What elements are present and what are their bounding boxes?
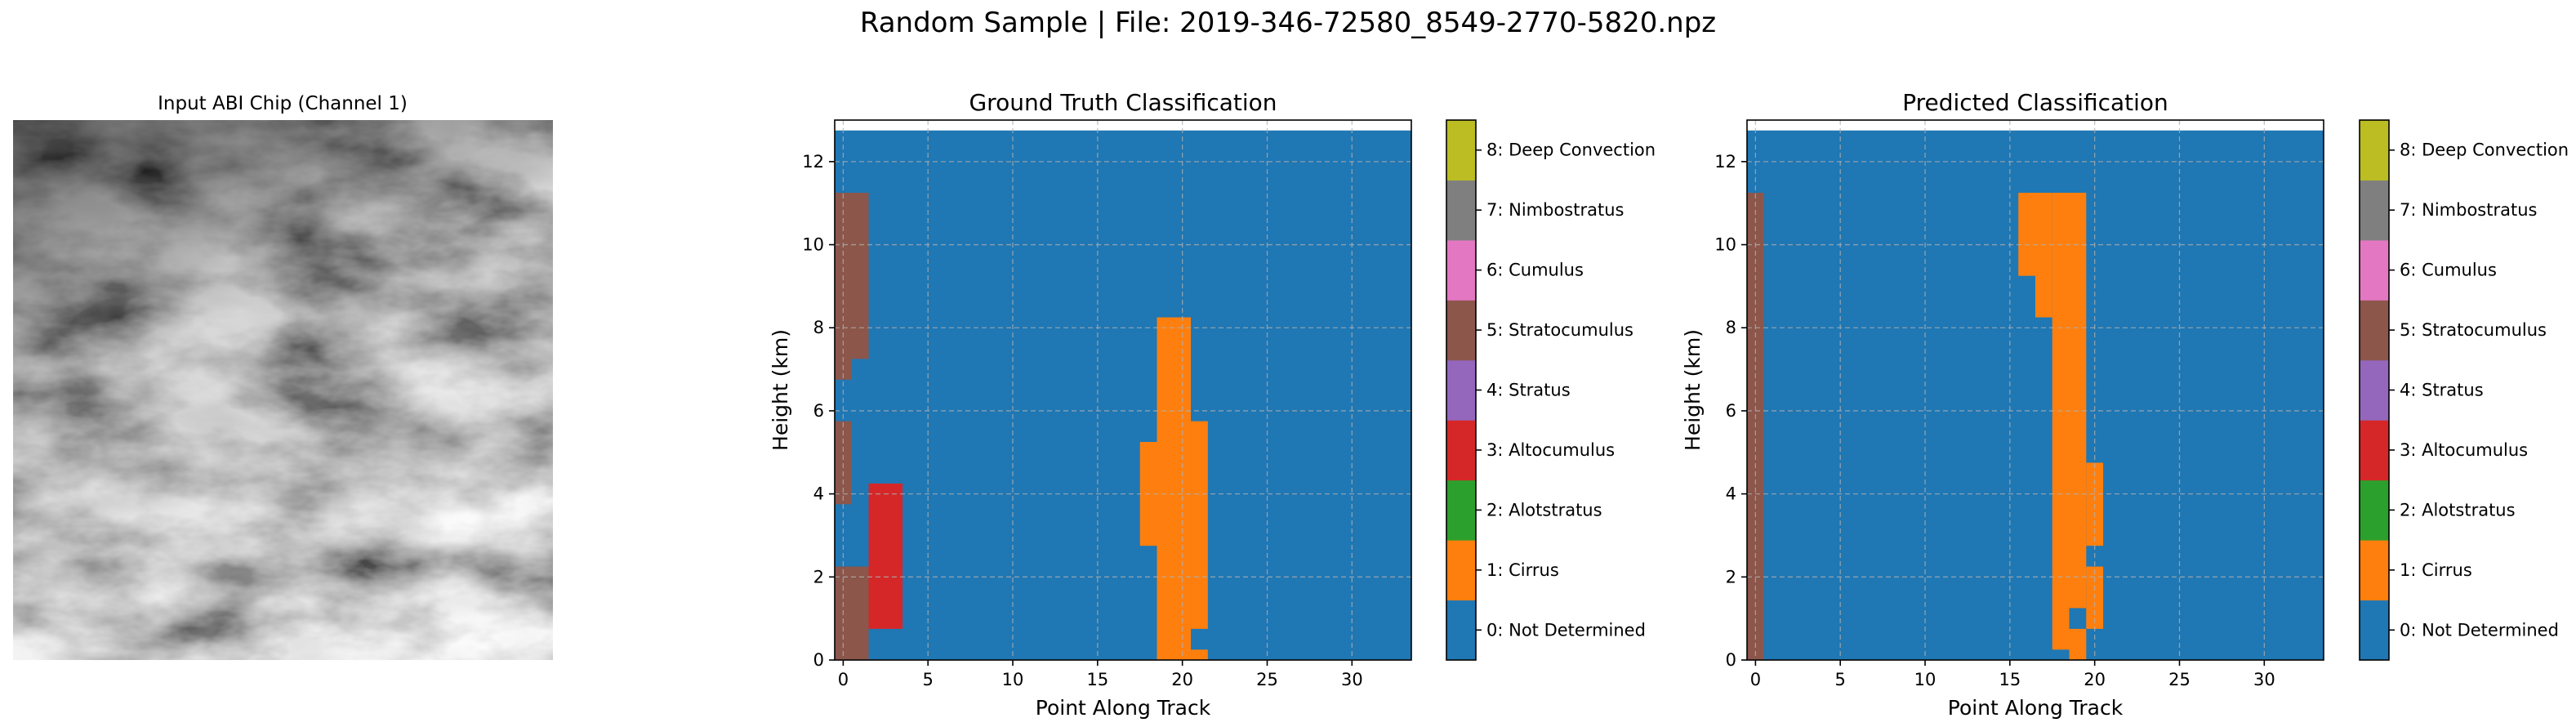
pred-xtick-label: 20	[2084, 670, 2106, 689]
pred-xtick-label: 0	[1750, 670, 1761, 689]
gt-xtick-label: 25	[1256, 670, 1278, 689]
pred-axes-frame	[1746, 119, 2324, 661]
gt-cell-class-5	[851, 566, 869, 660]
gt-xtick-label: 5	[923, 670, 934, 689]
gt-colorbar: 0: Not Determined 1: Cirrus 2: Alotstratus…	[1446, 119, 1656, 661]
gt-axes-frame	[834, 119, 1412, 661]
colorbar-label-class-7: 7: Nimbostratus	[2400, 200, 2537, 220]
colorbar-swatch-class-5	[2360, 300, 2389, 361]
colorbar-swatch-class-6	[2360, 239, 2389, 301]
gt-title: Ground Truth Classification	[969, 89, 1277, 116]
gt-xlabel: Point Along Track	[1036, 696, 1211, 720]
pred-xtick-label: 5	[1835, 670, 1846, 689]
gt-xtick-label: 10	[1002, 670, 1024, 689]
colorbar-swatch-class-8	[1446, 120, 1476, 181]
pred-ylabel: Height (km)	[1681, 329, 1705, 451]
pred-ytick-label: 6	[1726, 401, 1736, 421]
colorbar-label-class-0: 0: Not Determined	[1486, 620, 1646, 640]
gt-ytick-label: 8	[813, 318, 824, 337]
colorbar-swatch-class-8	[2360, 120, 2389, 181]
pred-cell-class-1	[2052, 192, 2070, 650]
gt-cell-class-1	[1157, 317, 1192, 660]
gt-ytick-label: 6	[813, 401, 824, 421]
colorbar-swatch-class-4	[2360, 359, 2389, 421]
pred-cell-class-1	[2035, 192, 2052, 318]
colorbar-label-class-2: 2: Alotstratus	[2400, 500, 2516, 520]
pred-panel: Predicted Classification 0 5 10 15 20 25 30 0 2 4 6…	[1681, 89, 2569, 720]
input-panel-title: Input ABI Chip (Channel 1)	[158, 93, 408, 114]
colorbar-label-class-5: 5: Stratocumulus	[1486, 320, 1633, 340]
colorbar-frame	[1446, 119, 1477, 661]
colorbar-swatch-class-6	[1446, 239, 1476, 301]
figure-title: Random Sample | File: 2019-346-72580_854…	[859, 7, 1717, 39]
pred-xtick-label: 15	[1999, 670, 2021, 689]
colorbar-label-class-5: 5: Stratocumulus	[2400, 320, 2547, 340]
pred-cell-class-1	[2018, 192, 2035, 276]
gt-cell-class-5	[851, 192, 869, 359]
gt-cell-class-1	[1191, 649, 1208, 660]
pred-ytick-label: 8	[1726, 318, 1736, 337]
colorbar-swatch-class-0	[1446, 600, 1476, 661]
colorbar-swatch-class-7	[1446, 180, 1476, 241]
colorbar-label-class-1: 1: Cirrus	[2400, 560, 2472, 580]
colorbar-swatch-class-0	[2360, 600, 2389, 661]
gt-ytick-label: 12	[802, 152, 824, 172]
input-abi-image	[13, 120, 553, 660]
colorbar-swatch-class-3	[2360, 420, 2389, 481]
colorbar-swatch-class-2	[2360, 479, 2389, 541]
pred-ytick-label: 10	[1714, 235, 1736, 255]
gt-xtick-label: 30	[1341, 670, 1363, 689]
pred-xlabel: Point Along Track	[1948, 696, 2124, 720]
colorbar-swatch-class-3	[1446, 420, 1476, 481]
colorbar-swatch-class-1	[2360, 540, 2389, 601]
pred-ytick-label: 12	[1714, 152, 1736, 172]
gt-ytick-label: 2	[813, 567, 824, 587]
colorbar-label-class-8: 8: Deep Convection	[2400, 140, 2569, 160]
colorbar-label-class-6: 6: Cumulus	[1486, 261, 1584, 280]
colorbar-label-class-7: 7: Nimbostratus	[1486, 200, 1624, 220]
colorbar-swatch-class-4	[1446, 359, 1476, 421]
pred-ytick-label: 2	[1726, 567, 1736, 587]
colorbar-label-class-6: 6: Cumulus	[2400, 261, 2497, 280]
colorbar-swatch-class-2	[1446, 479, 1476, 541]
colorbar-label-class-8: 8: Deep Convection	[1486, 140, 1656, 160]
colorbar-label-class-2: 2: Alotstratus	[1486, 500, 1602, 520]
colorbar-swatch-class-7	[2360, 180, 2389, 241]
gt-ylabel: Height (km)	[769, 329, 792, 451]
pred-colorbar: 0: Not Determined 1: Cirrus 2: Alotstratus…	[2359, 119, 2569, 661]
colorbar-label-class-4: 4: Stratus	[1486, 381, 1571, 400]
gt-cell-class-1	[1191, 421, 1208, 629]
colorbar-label-class-3: 3: Altocumulus	[2400, 440, 2528, 460]
gt-xtick-label: 20	[1171, 670, 1193, 689]
pred-xtick-label: 25	[2168, 670, 2190, 689]
colorbar-label-class-1: 1: Cirrus	[1486, 560, 1559, 580]
pred-xtick-label: 10	[1914, 670, 1936, 689]
pred-xtick-label: 30	[2253, 670, 2275, 689]
colorbar-swatch-class-1	[1446, 540, 1476, 601]
pred-title: Predicted Classification	[1902, 89, 2168, 116]
colorbar-label-class-4: 4: Stratus	[2400, 381, 2484, 400]
gt-xtick-label: 15	[1086, 670, 1108, 689]
colorbar-swatch-class-5	[1446, 300, 1476, 361]
gt-ytick-label: 4	[813, 484, 824, 504]
colorbar-frame	[2359, 119, 2390, 661]
gt-background-cells	[835, 130, 1411, 660]
pred-ytick-label: 0	[1726, 650, 1736, 670]
colorbar-label-class-3: 3: Altocumulus	[1486, 440, 1615, 460]
gt-cell-class-3	[868, 483, 903, 629]
colorbar-label-class-0: 0: Not Determined	[2400, 620, 2559, 640]
gt-xtick-label: 0	[838, 670, 849, 689]
gt-cell-class-5	[835, 421, 852, 505]
gt-ytick-label: 10	[802, 235, 824, 255]
pred-cell-class-1	[2069, 628, 2087, 660]
pred-ytick-label: 4	[1726, 484, 1736, 504]
pred-cell-class-1	[2069, 192, 2087, 609]
gt-ytick-label: 0	[813, 650, 824, 670]
